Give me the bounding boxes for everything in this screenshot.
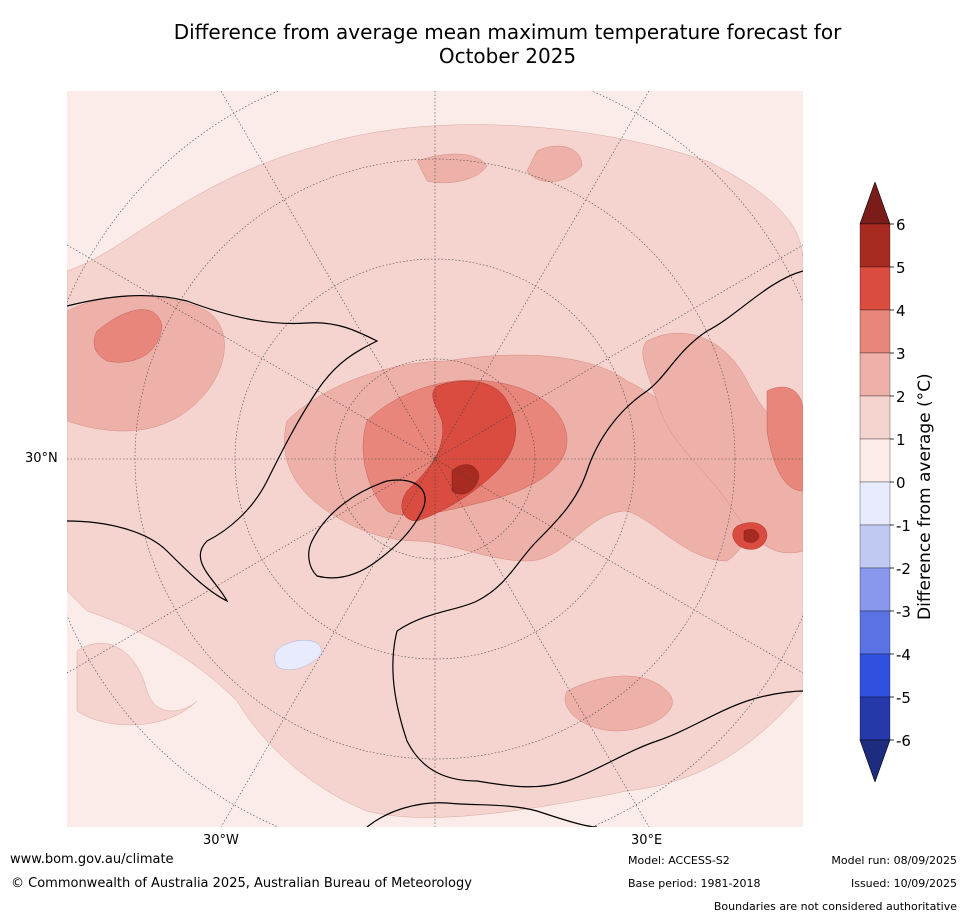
graticule	[67, 91, 803, 827]
colorbar-tick-label: 3	[896, 345, 906, 363]
colorbar-tick-label: -5	[896, 689, 911, 707]
coastline-eurasia	[396, 270, 803, 632]
colorbar-bin	[859, 481, 891, 526]
coastline-africa	[366, 802, 598, 827]
colorbar: 6 5 4 3 2 1 0 -1 -2 -3 -4 -5 -6	[859, 182, 911, 782]
colorbar-bin	[859, 223, 891, 268]
chart-title: Difference from average mean maximum tem…	[0, 20, 965, 68]
lon-label-30w: 30°W	[203, 833, 239, 848]
colorbar-bin	[859, 352, 891, 397]
colorbar-tick-label: 2	[896, 388, 906, 406]
footer-copyright: © Commonwealth of Australia 2025, Austra…	[11, 876, 472, 891]
anomaly-1-2-region-west	[76, 642, 198, 726]
colorbar-over-arrow	[859, 182, 891, 225]
anomaly-2-3-region-siberia	[642, 332, 803, 554]
map-svg	[67, 91, 803, 827]
colorbar-bin	[859, 653, 891, 698]
anomaly-2-3-region-europe	[564, 675, 673, 732]
colorbar-bin	[859, 395, 891, 440]
colorbar-under-arrow	[859, 739, 891, 782]
colorbar-label: Difference from average (°C)	[915, 373, 935, 620]
anomaly-2-3-region-pacific-2	[526, 145, 583, 182]
anomaly-3-4-region-siberia	[766, 386, 803, 492]
footer-model: Model: ACCESS-S2	[628, 854, 730, 867]
colorbar-tick-label: 5	[896, 259, 906, 277]
colorbar-bin	[859, 309, 891, 354]
footer-base-period: Base period: 1981-2018	[628, 877, 761, 890]
colorbar-bin	[859, 438, 891, 483]
footer-issued: Issued: 10/09/2025	[850, 877, 957, 890]
anomaly-5-6-region-china	[743, 529, 760, 543]
anomaly-2-3-region-pacific	[416, 153, 488, 184]
colorbar-tick-label: 1	[896, 431, 906, 449]
coastline-europe-south	[392, 630, 803, 788]
anomaly-negative-atlantic	[274, 639, 323, 670]
anomaly-5-6-region-arctic	[451, 464, 480, 495]
colorbar-tick-label: -6	[896, 732, 911, 750]
coastline-north-america	[67, 294, 379, 603]
title-line-1: Difference from average mean maximum tem…	[173, 20, 842, 44]
anomaly-3-4-region-americas	[93, 309, 163, 363]
colorbar-tick-label: 4	[896, 302, 906, 320]
anomaly-4-5-region-arctic	[401, 380, 516, 522]
colorbar-tick-label: -1	[896, 517, 911, 535]
colorbar-tick-label: 0	[896, 474, 906, 492]
colorbar-tick-label: -2	[896, 560, 911, 578]
colorbar-bin	[859, 567, 891, 612]
lon-label-30e: 30°E	[631, 833, 663, 848]
footer-website: www.bom.gov.au/climate	[10, 852, 174, 867]
colorbar-tick-label: -3	[896, 603, 911, 621]
colorbar-bin	[859, 610, 891, 655]
colorbar-tick-label: -4	[896, 646, 911, 664]
graticule-circle-1	[334, 358, 536, 560]
lat-label-30n: 30°N	[25, 451, 58, 466]
coastline-greenland	[308, 479, 426, 579]
colorbar-bin	[859, 266, 891, 311]
colorbar-bin	[859, 524, 891, 569]
footer-boundaries-note: Boundaries are not considered authoritat…	[713, 900, 957, 913]
colorbar-tick-label: 6	[896, 216, 906, 234]
footer-model-run: Model run: 08/09/2025	[831, 854, 957, 867]
title-line-2: October 2025	[438, 44, 577, 68]
polar-map	[67, 91, 803, 827]
colorbar-bin	[859, 696, 891, 741]
